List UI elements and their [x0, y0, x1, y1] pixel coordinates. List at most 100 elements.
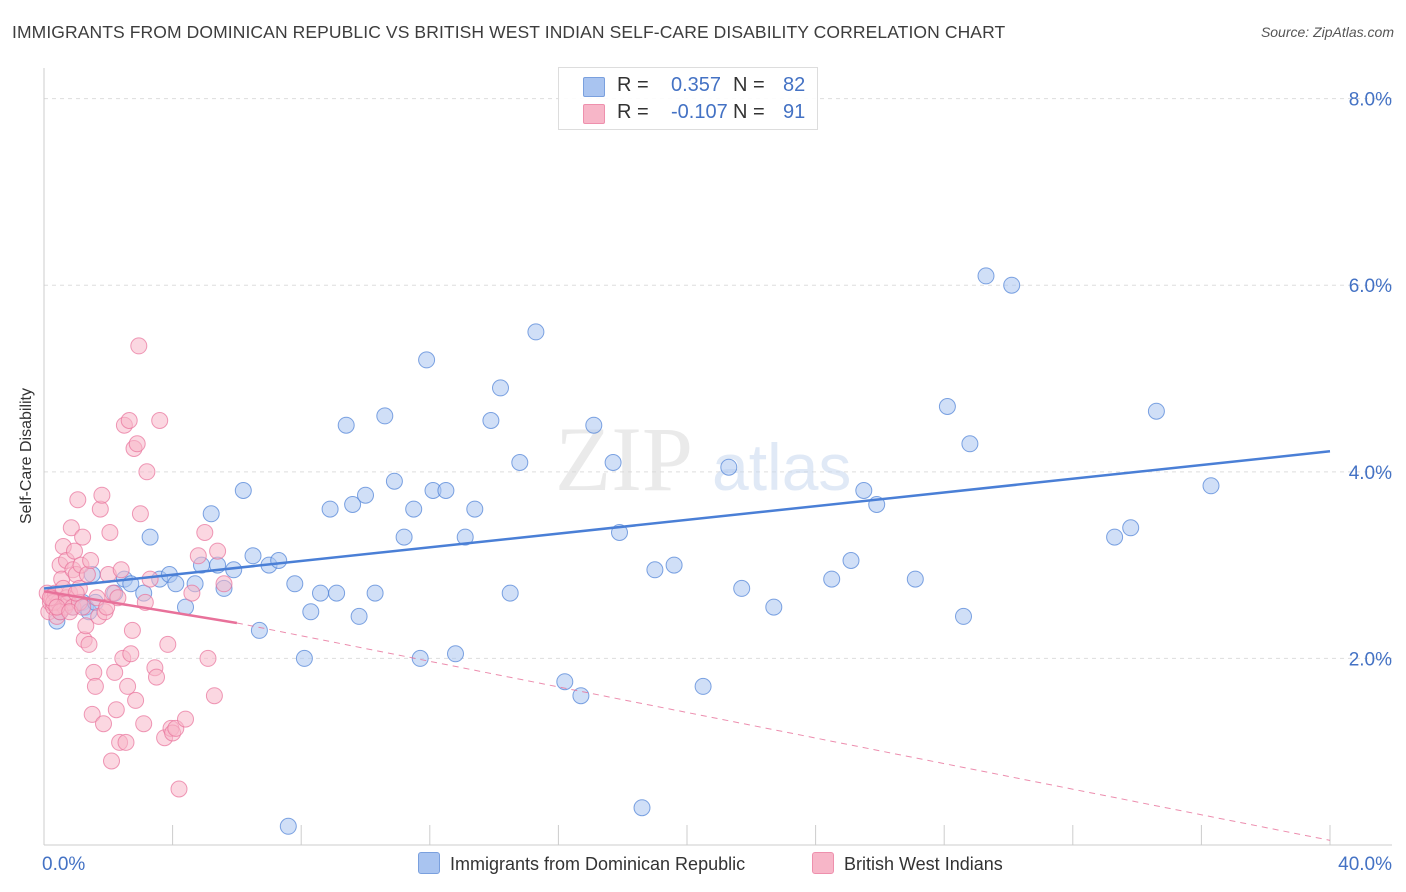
axes: [43, 68, 1392, 846]
point-bwi: [131, 505, 149, 523]
point-dominican: [202, 505, 220, 523]
point-dominican: [321, 500, 339, 518]
legend-item-dominican[interactable]: Immigrants from Dominican Republic: [418, 852, 745, 876]
n-value: 82: [783, 74, 806, 96]
point-bwi: [199, 649, 217, 667]
point-dominican: [302, 603, 320, 621]
point-bwi: [80, 635, 98, 653]
point-dominican: [906, 570, 924, 588]
point-bwi: [117, 733, 135, 751]
point-dominican: [250, 621, 268, 639]
point-dominican: [955, 607, 972, 625]
point-dominican: [527, 323, 545, 341]
point-bwi: [138, 463, 156, 481]
stats-swatch-bwi: [583, 104, 605, 124]
point-bwi: [127, 691, 145, 709]
stats-swatch-dominican: [583, 77, 605, 97]
y-tick-label: 4.0%: [1349, 463, 1392, 484]
trend-line-bwi: [43, 590, 238, 625]
point-bwi: [177, 710, 194, 728]
point-dominican: [665, 556, 683, 574]
point-dominican: [312, 584, 329, 602]
legend-label-bwi: British West Indians: [844, 854, 1003, 874]
point-dominican: [482, 412, 500, 429]
point-dominican: [411, 649, 429, 667]
point-dominican: [961, 435, 979, 453]
point-bwi: [120, 412, 138, 429]
point-bwi: [78, 566, 96, 583]
point-dominican: [395, 528, 413, 546]
trend-line-dominican: [43, 450, 1331, 590]
n-label: N =: [733, 74, 765, 96]
point-dominican: [376, 407, 394, 425]
point-dominican: [646, 561, 664, 579]
legend-swatch-dominican: [418, 852, 440, 874]
data-points: [38, 267, 1220, 835]
point-dominican: [1003, 276, 1021, 294]
point-dominican: [405, 500, 423, 518]
point-bwi: [159, 635, 177, 653]
point-dominican: [765, 598, 783, 616]
point-bwi: [77, 617, 95, 635]
x-tick-label-min: 0.0%: [42, 854, 85, 875]
point-bwi: [123, 621, 141, 639]
point-bwi: [106, 663, 124, 681]
point-dominican: [938, 398, 956, 415]
point-dominican: [234, 482, 252, 499]
point-bwi: [95, 715, 112, 733]
r-label: R =: [617, 101, 649, 123]
point-dominican: [366, 584, 384, 602]
point-dominican: [977, 267, 995, 285]
point-bwi: [209, 542, 227, 560]
point-dominican: [585, 416, 603, 434]
point-bwi: [69, 491, 87, 509]
point-dominican: [492, 379, 509, 397]
y-tick-label: 2.0%: [1349, 649, 1392, 670]
r-label: R =: [617, 74, 649, 96]
point-bwi: [93, 486, 111, 504]
point-dominican: [1122, 519, 1140, 537]
trend-lines: [43, 450, 1331, 841]
point-bwi: [170, 780, 188, 798]
point-bwi: [205, 687, 223, 705]
y-tick-label: 6.0%: [1349, 276, 1392, 297]
point-bwi: [103, 752, 120, 770]
point-dominican: [501, 584, 519, 602]
point-dominican: [823, 570, 841, 588]
point-bwi: [189, 547, 207, 565]
legend-swatch-bwi: [812, 852, 834, 874]
source-credit: Source: ZipAtlas.com: [1260, 24, 1394, 40]
point-dominican: [167, 575, 185, 593]
point-bwi: [128, 435, 146, 453]
point-dominican: [855, 482, 873, 499]
point-dominican: [344, 496, 362, 513]
n-value: 91: [783, 101, 806, 123]
point-dominican: [270, 552, 288, 569]
point-bwi: [86, 677, 104, 695]
point-bwi: [107, 701, 125, 719]
point-dominican: [511, 454, 529, 471]
point-bwi: [101, 524, 119, 541]
point-bwi: [148, 668, 165, 686]
point-dominican: [437, 482, 455, 499]
point-bwi: [119, 677, 137, 695]
point-dominican: [279, 817, 297, 835]
point-dominican: [141, 528, 159, 546]
point-dominican: [633, 799, 651, 817]
stats-box: R = 0.357 N = 82 R = -0.107 N = 91: [558, 67, 818, 130]
point-dominican: [604, 454, 622, 471]
point-bwi: [112, 561, 130, 579]
point-dominican: [466, 500, 484, 518]
legend-item-bwi[interactable]: British West Indians: [812, 852, 1003, 876]
gridlines: [44, 98, 1392, 659]
point-dominican: [556, 673, 574, 691]
point-bwi: [83, 705, 101, 723]
chart-title: IMMIGRANTS FROM DOMINICAN REPUBLIC VS BR…: [12, 22, 1006, 42]
point-bwi: [122, 645, 140, 663]
point-bwi: [135, 715, 153, 733]
point-bwi: [130, 337, 148, 355]
legend-label-dominican: Immigrants from Dominican Republic: [450, 854, 746, 874]
point-dominican: [244, 547, 262, 565]
n-label: N =: [733, 101, 765, 123]
